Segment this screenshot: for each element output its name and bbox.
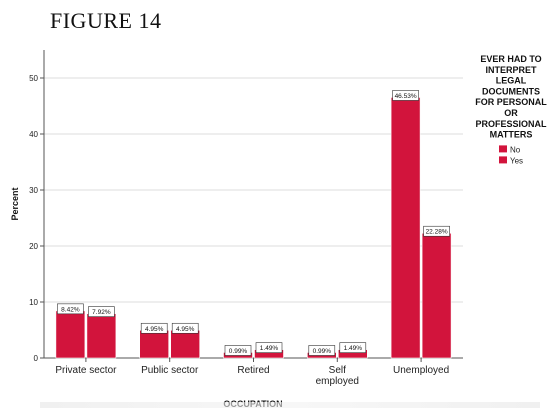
legend-entry-yes: Yes xyxy=(510,156,523,165)
data-label-box xyxy=(171,322,199,334)
bar-no xyxy=(139,329,169,359)
bar-yes xyxy=(86,313,117,359)
y-tick-label: 30 xyxy=(29,186,38,195)
data-label: 22.28% xyxy=(426,229,448,236)
bar-yes xyxy=(421,232,452,359)
y-tick-label: 20 xyxy=(29,242,38,251)
data-label: 0.99% xyxy=(313,348,332,355)
legend-swatch-yes xyxy=(499,156,507,164)
data-labels: 8.42% 7.92% 4.95% 4.95% 0.99% 1.49% 0.99% 1.49%… xyxy=(57,90,450,356)
x-tick-label: Retired xyxy=(237,365,269,376)
data-label: 7.92% xyxy=(92,309,111,316)
data-label-box xyxy=(140,322,168,334)
data-label-box xyxy=(57,303,84,315)
y-tick-label: 0 xyxy=(34,354,39,363)
y-tick-label: 40 xyxy=(29,130,38,139)
x-tick-label: Public sector xyxy=(141,365,199,376)
legend-title-line: INTERPRET xyxy=(485,65,537,75)
y-tick-label: 10 xyxy=(29,298,38,307)
legend-title-line: FOR PERSONAL xyxy=(475,97,547,107)
bar-yes xyxy=(170,329,200,359)
data-label: 1.49% xyxy=(344,345,363,352)
data-label-box xyxy=(255,342,283,353)
bottom-divider xyxy=(40,402,540,408)
legend-title-line: DOCUMENTS xyxy=(482,86,540,96)
data-label-box xyxy=(423,225,450,237)
bars xyxy=(55,97,452,359)
data-label: 1.49% xyxy=(260,345,279,352)
data-label: 4.95% xyxy=(176,326,195,333)
data-label: 46.53% xyxy=(395,93,417,100)
x-tick-label: Unemployed xyxy=(393,365,449,376)
figure-title: FIGURE 14 xyxy=(50,8,162,33)
legend-swatch-no xyxy=(499,145,507,153)
data-label: 8.42% xyxy=(61,306,80,313)
bar-no xyxy=(390,97,421,359)
y-tick-label: 50 xyxy=(29,74,38,83)
data-label: 0.99% xyxy=(229,348,248,355)
legend-title-line: EVER HAD TO xyxy=(480,54,541,64)
x-tick-label: Self employed xyxy=(316,365,359,387)
legend-entry-no: No xyxy=(510,145,521,154)
legend-title-line: LEGAL xyxy=(496,76,527,86)
x-tick-label: Private sector xyxy=(55,365,117,376)
bar-no xyxy=(55,310,86,359)
data-label-box xyxy=(88,306,115,317)
tick-labels: 0 10 20 30 40 50 xyxy=(29,74,38,363)
category-labels: Private sector Public sector Retired Self em… xyxy=(55,365,449,387)
legend-title-line: OR xyxy=(504,108,518,118)
legend-title-line: MATTERS xyxy=(490,130,533,140)
y-axis-title: Percent xyxy=(10,187,20,220)
legend-title-line: PROFESSIONAL xyxy=(475,119,547,129)
data-label-box xyxy=(308,345,336,356)
data-label-box xyxy=(392,90,419,101)
data-label-box xyxy=(339,342,367,353)
data-label-box xyxy=(224,345,252,356)
data-label: 4.95% xyxy=(145,326,164,333)
